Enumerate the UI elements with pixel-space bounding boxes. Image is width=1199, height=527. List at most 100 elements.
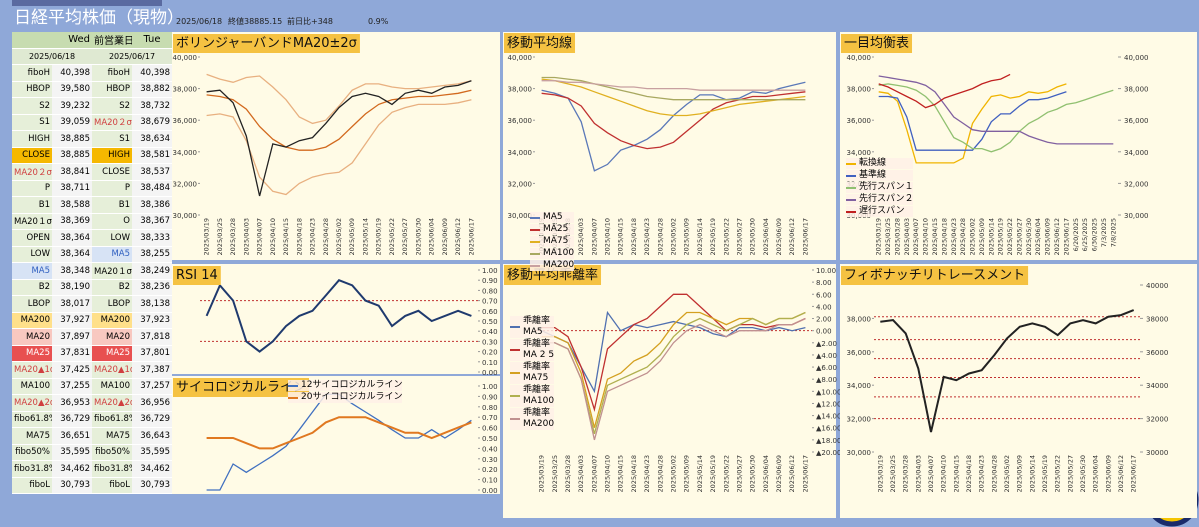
legend-item: 遅行スパン <box>846 206 914 217</box>
y-tick-label: 0.20 <box>482 466 498 474</box>
x-tick-label: 2025/03/25 <box>884 218 892 255</box>
table-row: MA20 37,897 MA20 37,818 <box>12 328 172 346</box>
label-cell: fibo61.8% <box>92 411 132 428</box>
x-tick-label: 2025/04/23 <box>643 218 651 255</box>
value-cell: 37,255 <box>52 378 92 395</box>
value-cell: 39,232 <box>52 97 92 115</box>
legend-item: MA200 <box>530 260 575 271</box>
legend-label: MA25 <box>543 224 569 234</box>
x-tick-label: 2025/06/12 <box>788 455 796 492</box>
x-tick-label: 2025/06/04 <box>428 218 436 255</box>
series-line <box>206 80 472 197</box>
label-cell: O <box>92 213 132 230</box>
legend-item: 乖離率 MA 2 5 <box>510 339 555 361</box>
legend-swatch <box>288 396 298 399</box>
logo-strip <box>12 0 162 6</box>
value-cell: 38,369 <box>52 213 92 230</box>
table-row: LBOP 38,017 LBOP 38,138 <box>12 295 172 313</box>
table-row: MA100 37,255 MA100 37,257 <box>12 378 172 395</box>
x-tick-label: 2025/06/09 <box>1104 455 1112 492</box>
legend-label: 乖離率 MA200 <box>523 408 555 429</box>
x-tick-label: 2025/06/17 <box>1130 455 1138 492</box>
label-cell: S1 <box>92 130 132 148</box>
label-cell: MA200 <box>92 312 132 329</box>
x-tick-label: 2025/04/07 <box>256 218 264 255</box>
y-tick-label: 36,000 <box>847 117 872 125</box>
legend-swatch <box>288 384 298 387</box>
value-cell: 38,367 <box>132 213 172 230</box>
value-cell: 38,348 <box>52 262 92 280</box>
date-cell: 2025/06/18 <box>12 48 92 65</box>
x-tick-label: 2025/04/23 <box>309 218 317 255</box>
series-line <box>205 279 472 353</box>
title-bg <box>504 33 576 53</box>
legend-item: MA75 <box>530 236 575 247</box>
value-cell: 38,017 <box>52 295 92 313</box>
value-cell: 37,801 <box>132 345 172 362</box>
series-line <box>878 91 1067 151</box>
y-tick-label: 0.90 <box>482 277 498 285</box>
value-cell: 36,643 <box>132 427 172 445</box>
x-tick-label: 2025/05/19 <box>1041 455 1049 492</box>
legend-swatch <box>846 198 856 201</box>
x-tick-label: 2025/06/12 <box>454 218 462 255</box>
x-tick-label: 2025/05/30 <box>1025 218 1033 255</box>
x-tick-label: 2025/03/28 <box>229 218 237 255</box>
x-tick-label: 2025/05/02 <box>969 218 977 255</box>
legend-item: 基準線 <box>846 170 914 181</box>
y-tick-label: 0.60 <box>482 425 498 433</box>
table-row: B2 38,190 B2 38,236 <box>12 279 172 296</box>
x-tick-label: 7/3/2025 <box>1100 218 1108 247</box>
y-tick-label: 0.00 <box>482 487 498 495</box>
series-line <box>206 416 472 450</box>
legend-swatch <box>530 228 540 231</box>
x-tick-label: 2025/05/09 <box>978 218 986 255</box>
table-row: HIGH 38,885 S1 38,634 <box>12 130 172 148</box>
chart-title: サイコロジカルライン <box>176 380 306 395</box>
legend: 乖離率 MA5 乖離率 MA 2 5 乖離率 MA75 乖離率 MA100 乖離率 MA… <box>510 316 555 431</box>
x-tick-label: 2025/04/18 <box>965 455 973 492</box>
y-tick-label: ▲16.00 <box>816 425 841 433</box>
value-cell: 38,732 <box>132 97 172 115</box>
label-cell: MA20▲2σ <box>12 394 52 412</box>
legend-swatch <box>510 349 520 351</box>
table-row: fiboL 30,793 fiboL 30,793 <box>12 477 172 494</box>
chart-title: フィボナッチリトレースメント <box>844 268 1025 283</box>
value-cell: 38,885 <box>52 147 92 164</box>
table-row: MA20１σ 38,369 O 38,367 <box>12 213 172 230</box>
x-tick-label: 2025/06/09 <box>441 218 449 255</box>
y-tick-label: ▲18.00 <box>816 437 841 445</box>
legend-item: 乖離率 MA200 <box>510 408 555 430</box>
x-tick-label: 2025/04/15 <box>617 218 625 255</box>
x-tick-label: 2025/05/30 <box>414 218 422 255</box>
legend-item: 転換線 <box>846 158 914 169</box>
legend-label: 基準線 <box>859 170 887 180</box>
y-tick-label: 38,000 <box>173 86 198 94</box>
title-bg <box>173 266 221 285</box>
value-cell: 35,595 <box>132 444 172 461</box>
panel <box>172 264 500 374</box>
y-tick-label: 0.80 <box>482 404 498 412</box>
y-tick-label: ▲8.00 <box>816 376 837 384</box>
y-tick-label: 0.60 <box>482 308 498 316</box>
x-tick-label: 2025/06/09 <box>775 218 783 255</box>
label-cell: HIGH <box>92 147 132 164</box>
x-tick-label: 2025/06/17 <box>467 218 475 255</box>
x-tick-label: 2025/06/12 <box>788 218 796 255</box>
x-tick-label: 2025/03/28 <box>893 218 901 255</box>
value-cell: 36,729 <box>132 411 172 428</box>
legend-label: 乖離率 MA100 <box>523 385 555 406</box>
legend-swatch <box>846 210 856 213</box>
y-tick-label: 34,000 <box>508 149 533 157</box>
y2-tick-label: 36000 <box>1146 349 1168 357</box>
x-tick-label: 2025/04/28 <box>990 455 998 492</box>
series-line <box>878 73 1011 109</box>
panel <box>840 32 1197 260</box>
legend-swatch <box>846 162 856 165</box>
x-tick-label: 2025/04/10 <box>922 218 930 255</box>
series-line <box>541 78 806 117</box>
series-line <box>206 73 472 125</box>
label-cell: P <box>12 180 52 197</box>
legend-label: MA5 <box>543 212 563 222</box>
y2-tick-label: 34000 <box>1146 382 1168 390</box>
